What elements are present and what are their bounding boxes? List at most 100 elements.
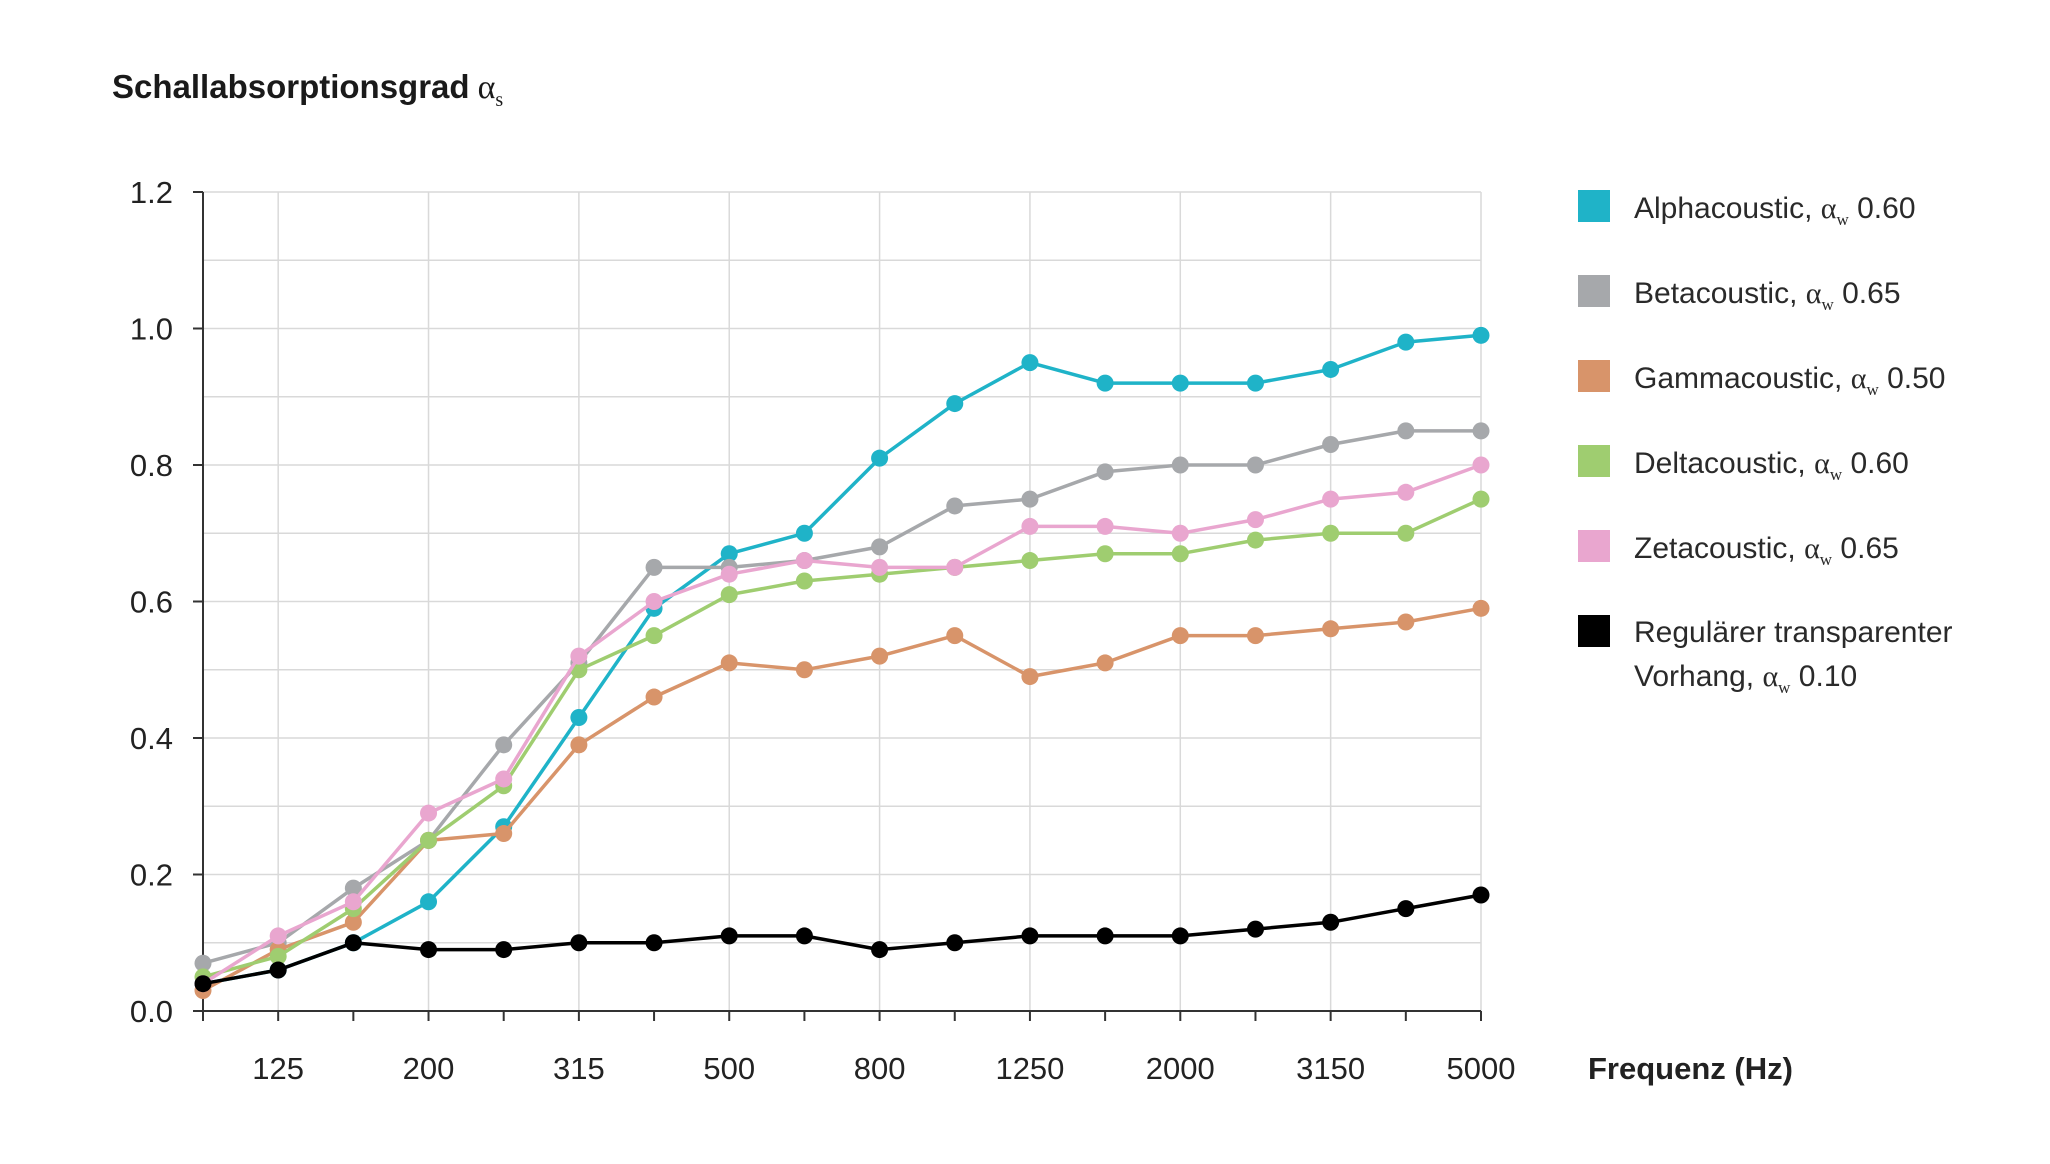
legend-item-deltacoustic: Deltacoustic, αw 0.60 [1578,441,2018,498]
y-tick-label: 1.0 [130,312,173,347]
legend-label-vorhang: Regulärer transparenter Vorhang, αw 0.10 [1634,616,1953,697]
x-tick-label: 1250 [995,1051,1064,1086]
series-5-point [1021,927,1039,945]
x-tick-label: 500 [703,1051,755,1086]
series-3-line [202,497,1482,979]
series-3-point [795,572,813,590]
series-5-line [202,893,1482,986]
series-1-line [202,429,1481,965]
y-tick-label: 0.0 [130,994,173,1029]
series-3-point [720,586,738,604]
series-1-point [1246,456,1264,474]
series-5-point [1397,900,1415,918]
series-0-point [1472,326,1490,344]
legend-swatch-gammacoustic [1578,360,1610,392]
series-2-point [1322,620,1340,638]
y-tick-label: 0.8 [130,448,173,483]
series-2-point [645,688,663,706]
series-5-point [645,934,663,952]
chart-title-alpha: α [477,69,496,106]
legend-swatch-alphacoustic [1578,190,1610,222]
series-3-point [1021,552,1039,570]
x-axis-label: Frequenz (Hz) [1588,1051,1793,1086]
series-1-point [871,538,889,556]
series-0-point [720,545,738,563]
series-5-point [1096,927,1114,945]
x-tick-label: 200 [403,1051,455,1086]
legend-label-alphacoustic: Alphacoustic, αw 0.60 [1634,192,1916,229]
series-4-line [202,463,1482,986]
series-3-point [1322,524,1340,542]
y-tick-label: 0.2 [130,858,173,893]
series-3-point [1397,524,1415,542]
series-2-point [1472,599,1490,617]
series-4-point [1096,517,1114,535]
series-2-point [1021,668,1039,686]
series-3-point [1472,490,1490,508]
series-3-point [645,627,663,645]
series-5-point [946,934,964,952]
series-4-point [570,647,588,665]
legend-swatch-vorhang [1578,615,1610,647]
series-0-line [202,333,1482,986]
x-tick-label: 125 [252,1051,304,1086]
legend-item-alphacoustic: Alphacoustic, αw 0.60 [1578,186,2018,243]
series-1-point [495,736,513,754]
series-0-point [1171,374,1189,392]
series-1-point [1171,456,1189,474]
legend-label-zetacoustic: Zetacoustic, αw 0.65 [1634,532,1899,569]
series-5-point [871,941,889,959]
chart-title-text: Schallabsorptionsgrad [112,68,470,105]
chart-title-subscript: s [495,89,504,111]
y-tick-label: 1.2 [130,175,173,210]
series-4-point [1246,511,1264,529]
y-tick-label: 0.4 [130,721,173,756]
series-0-point [871,449,889,467]
series-4-point [344,893,362,911]
series-5-point [344,934,362,952]
series-0-point [946,395,964,413]
series-3-point [269,947,287,965]
chart-title: Schallabsorptionsgrad αs [112,68,503,112]
series-3-point [420,831,438,849]
series-5-point [795,927,813,945]
series-1-point [946,497,964,515]
series-2-point [1171,627,1189,645]
series-1-point [1322,436,1340,454]
series-0-point [1096,374,1114,392]
x-tick-label: 800 [854,1051,906,1086]
series-5-point [1171,927,1189,945]
legend-label-betacoustic: Betacoustic, αw 0.65 [1634,277,1901,314]
series-5-point [570,934,588,952]
series-4-point [720,565,738,583]
series-2-point [344,913,362,931]
series-4-point [1397,483,1415,501]
series-1-point [1472,422,1490,440]
series-2-point [570,736,588,754]
legend-item-zetacoustic: Zetacoustic, αw 0.65 [1578,526,2018,583]
legend-swatch-betacoustic [1578,275,1610,307]
x-tick-label: 5000 [1447,1051,1516,1086]
series-5-point [495,941,513,959]
series-4-point [1472,456,1490,474]
series-4-point [420,804,438,822]
x-tick-label: 2000 [1146,1051,1215,1086]
series-2-point [795,661,813,679]
series-2-point [1246,627,1264,645]
legend-swatch-zetacoustic [1578,530,1610,562]
y-tick-label: 0.6 [130,585,173,620]
legend-swatch-deltacoustic [1578,445,1610,477]
series-2-point [1397,613,1415,631]
series-3-point [1096,545,1114,563]
series-4-point [795,552,813,570]
series-0-point [1021,354,1039,372]
series-0-point [795,524,813,542]
legend-item-betacoustic: Betacoustic, αw 0.65 [1578,271,2018,328]
series-5-point [420,941,438,959]
series-5-point [1246,920,1264,938]
series-1-point [1096,463,1114,481]
series-4-point [645,593,663,610]
series-5-point [1472,886,1490,904]
